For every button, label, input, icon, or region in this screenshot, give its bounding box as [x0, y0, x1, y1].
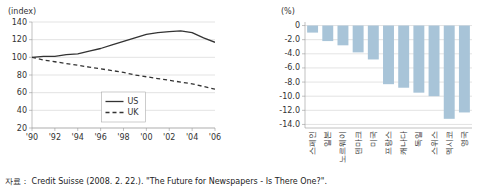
- x-tick: [100, 128, 101, 131]
- x-tick-label: '04: [186, 133, 198, 142]
- y-tick: [302, 39, 305, 40]
- grid-line: [305, 124, 472, 125]
- y-tick: [302, 124, 305, 125]
- y-axis-line: [32, 22, 33, 128]
- grid-line: [32, 39, 215, 40]
- y-tick-label: -12.0: [279, 106, 300, 115]
- bar: [398, 26, 409, 88]
- y-tick: [29, 39, 32, 40]
- y-tick: [302, 25, 305, 26]
- grid-line: [32, 22, 215, 23]
- x-tick: [215, 128, 216, 131]
- y-tick-label: 140: [12, 18, 27, 27]
- x-axis-line: [305, 128, 472, 129]
- x-tick-label: '00: [140, 133, 152, 142]
- y-tick: [302, 53, 305, 54]
- y-tick-label: 120: [12, 35, 27, 44]
- x-tick-label: 프랑스: [384, 131, 393, 155]
- x-tick-label: 스위스: [430, 131, 439, 155]
- y-tick: [29, 75, 32, 76]
- x-tick-label: 일본: [323, 131, 332, 147]
- x-tick: [54, 128, 55, 131]
- x-tick-label: 캐나다: [399, 131, 408, 155]
- x-tick-label: 스페인: [308, 131, 317, 155]
- y-tick: [29, 128, 32, 129]
- plot-area: [32, 31, 215, 89]
- x-tick-label: '02: [163, 133, 175, 142]
- y-axis-label: (index): [8, 7, 36, 16]
- y-tick-label: -14.0: [279, 120, 300, 129]
- y-tick-label: 100: [12, 53, 27, 62]
- x-tick-label: '90: [26, 133, 38, 142]
- x-tick-label: '98: [117, 133, 129, 142]
- y-tick: [29, 110, 32, 111]
- y-tick: [302, 82, 305, 83]
- x-tick: [146, 128, 147, 131]
- y-tick-label: -10.0: [279, 92, 300, 101]
- y-tick: [302, 96, 305, 97]
- bar: [322, 26, 333, 42]
- x-tick: [169, 128, 170, 131]
- y-tick-label: 60: [17, 88, 27, 97]
- y-tick-label: 80: [17, 71, 27, 80]
- x-tick-label: '06: [209, 133, 221, 142]
- x-tick: [192, 128, 193, 131]
- y-tick: [302, 110, 305, 111]
- x-tick-label: 미국: [369, 131, 378, 147]
- x-tick-label: 노르웨이: [338, 131, 347, 163]
- y-tick-label: -4.0: [284, 49, 300, 58]
- bar-chart: 0 -2.0 -4.0 -6.0 -8.0 -10.0 -12.0 -14.0 (%) 스페인 일본…: [279, 7, 472, 163]
- x-tick-label: '96: [94, 133, 106, 142]
- y-tick: [29, 22, 32, 23]
- x-tick-label: '94: [72, 133, 84, 142]
- x-tick-label: 멕시코: [445, 131, 454, 155]
- y-tick-label: 40: [17, 106, 27, 115]
- bar: [353, 26, 364, 53]
- y-tick-label: -2.0: [284, 35, 300, 44]
- y-tick-label: 20: [17, 124, 27, 133]
- bar: [307, 26, 318, 33]
- y-axis-label: (%): [281, 7, 295, 16]
- y-tick: [29, 92, 32, 93]
- bar: [383, 26, 394, 85]
- x-tick: [32, 128, 33, 131]
- x-tick-label: 영국: [460, 131, 469, 147]
- legend-label: UK: [128, 108, 140, 117]
- line-chart: 20 40 60 80 100 120 140 (index) '90 '92 '94 '96 '98 '…: [8, 7, 221, 142]
- legend-box: [102, 92, 146, 122]
- x-tick-label: 덴마크: [354, 131, 363, 155]
- x-tick: [123, 128, 124, 131]
- plot-area: [307, 26, 470, 119]
- x-tick-label: '92: [49, 133, 61, 142]
- bar: [459, 26, 470, 113]
- footnote: 자료： Credit Suisse (2008. 2. 22.). "The F…: [5, 177, 327, 186]
- data-line: [32, 57, 215, 89]
- x-tick: [77, 128, 78, 131]
- y-axis-line: [305, 22, 306, 128]
- bar: [444, 26, 455, 119]
- bar: [337, 26, 348, 46]
- y-tick: [29, 57, 32, 58]
- legend-swatch: [106, 101, 124, 102]
- bar: [413, 26, 424, 93]
- background: [0, 0, 480, 189]
- legend-swatch: [106, 112, 124, 113]
- legend-label: US: [128, 97, 139, 106]
- y-tick-label: -8.0: [284, 78, 300, 87]
- y-tick-label: 0: [295, 21, 300, 30]
- y-tick: [302, 67, 305, 68]
- y-tick-label: -6.0: [284, 63, 300, 72]
- data-line: [32, 31, 215, 58]
- grid-line: [32, 57, 215, 58]
- grid-line: [32, 75, 215, 76]
- chart-canvas: 20 40 60 80 100 120 140 (index) '90 '92 '94 '96 '98 '…: [0, 0, 480, 189]
- bar: [429, 26, 440, 97]
- legend: US UK: [102, 92, 146, 122]
- x-tick-label: 독일: [414, 131, 423, 147]
- bar: [368, 26, 379, 60]
